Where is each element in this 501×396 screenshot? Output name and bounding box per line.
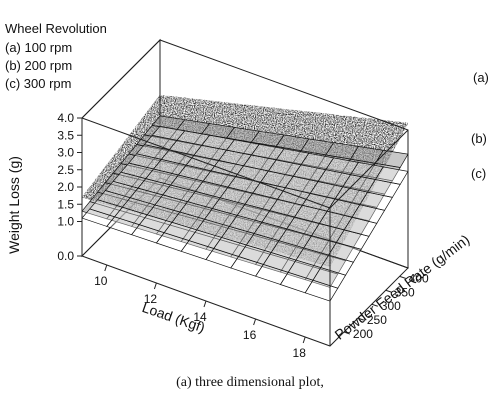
y-tick-mark [357,317,365,321]
tick-group: 0.0 1.0 1.5 2.0 2.5 3.0 3.5 4.0 10 12 14 16 18 200250… [57,111,429,360]
x-tick-mark [203,300,207,308]
surface-b [81,115,409,288]
y-tick-label: 200 [353,327,373,341]
x-tick-label: 14 [193,310,207,324]
z-tick-label: 3.0 [57,146,74,160]
y-tick-label: 300 [381,299,401,313]
z-tick-label: 0.0 [57,249,74,263]
legend-title: Wheel Revolution [5,21,107,36]
x-tick-mark [253,318,257,326]
x-tick-mark [104,264,108,272]
surface-cell [374,119,409,138]
x-tick-label: 16 [243,328,257,342]
x-tick-label: 12 [144,292,158,306]
legend-item-a: (a) 100 rpm [5,40,72,55]
x-tick-mark [153,282,157,290]
frame-edge [81,39,161,119]
z-tick-label: 3.5 [57,128,74,142]
figure-caption: (a) three dimensional plot, [176,375,324,390]
y-tick-label: 400 [409,271,429,285]
y-tick-mark [399,275,406,279]
surface-cell [374,166,409,185]
y-tick-mark [343,331,351,335]
frame-edge [329,129,409,209]
series-tag-a: (a) [473,70,489,85]
z-tick-label: 1.5 [57,197,74,211]
surfaces-group [81,94,409,302]
x-tick-label: 18 [293,346,307,360]
x-tick-label: 10 [94,274,108,288]
box-frame [81,39,409,346]
series-tag-c: (c) [471,166,486,181]
legend-item-b: (b) 200 rpm [5,58,72,73]
frame-edge [81,117,331,209]
z-axis-title: Weight Loss (g) [6,156,22,254]
surface-c [81,125,409,302]
y-tick-label: 350 [395,285,415,299]
y-tick-mark [385,289,392,293]
legend: Wheel Revolution (a) 100 rpm (b) 200 rpm… [5,21,107,91]
z-tick-label: 2.5 [57,163,74,177]
x-tick-mark [302,336,306,344]
z-tick-label: 1.0 [57,215,74,229]
x-axis-title: Load (Kgf) [140,299,207,335]
legend-item-c: (c) 300 rpm [5,76,71,91]
series-tag-b: (b) [471,131,487,146]
z-tick-label: 2.0 [57,180,74,194]
y-tick-label: 250 [367,313,387,327]
y-tick-mark [371,303,378,307]
z-tick-label: 4.0 [57,111,74,125]
